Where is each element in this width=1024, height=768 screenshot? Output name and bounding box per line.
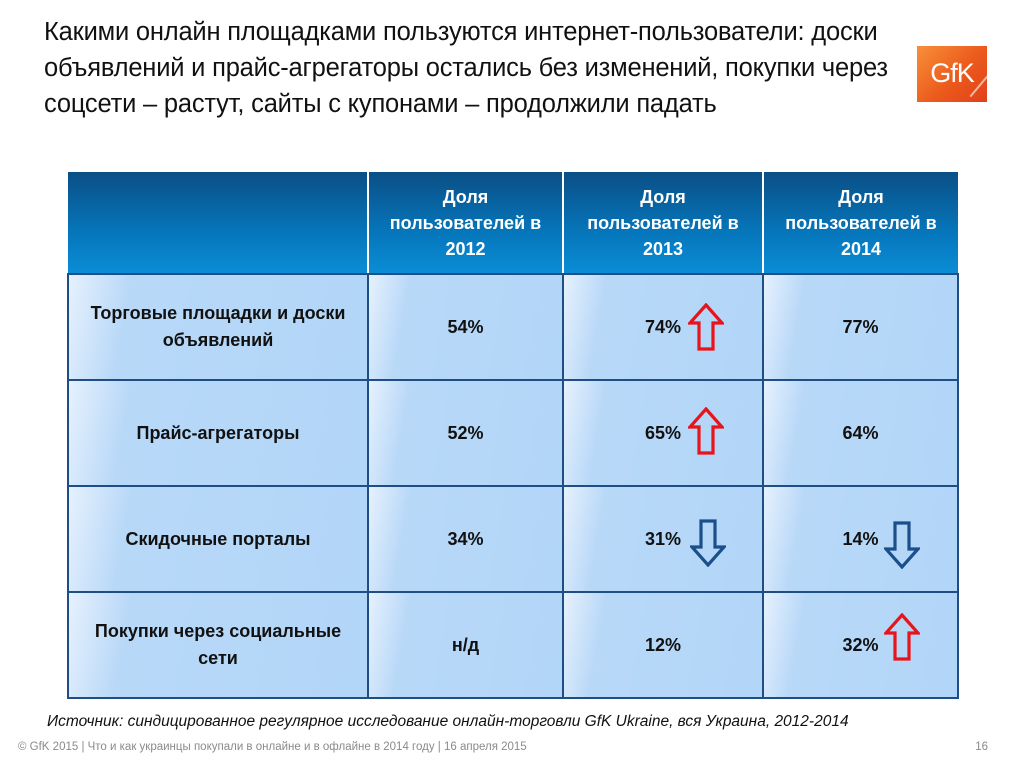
page-number: 16 [975,741,988,753]
row-label-cell: Прайс-агрегаторы [67,379,369,487]
arrow-down-icon [690,519,726,567]
arrow-down-icon [884,521,920,569]
row-label-cell: Торговые площадки и доски объявлений [67,273,369,381]
value-cell: 32% [762,591,959,699]
source-note: Источник: синдицированное регулярное исс… [47,713,849,730]
value-cell: 52% [367,379,564,487]
arrow-up-icon [688,303,724,351]
footer-text: © GfK 2015 | Что и как украинцы покупали… [18,741,527,753]
row-label: Скидочные порталы [125,528,311,549]
row-label-cell: Скидочные порталы [67,485,369,593]
value-2012: н/д [451,634,480,655]
table-row: Покупки через социальные сети н/д 12% 32… [67,591,959,699]
table-header-row: Доля пользователей в 2012 Доля пользоват… [68,172,958,275]
header-cell: Доля пользователей в 2014 [762,172,958,275]
arrow-up-icon [884,613,920,661]
value-cell: 74% [562,273,764,381]
header-cell: Доля пользователей в 2013 [562,172,764,275]
row-label: Покупки через социальные сети [94,621,342,668]
arrow-down-icon [690,519,726,567]
arrow-up-icon [688,407,724,455]
value-cell: 54% [367,273,564,381]
row-label-cell: Покупки через социальные сети [67,591,369,699]
value-2013: 65% [644,422,682,443]
value-cell: 65% [562,379,764,487]
arrow-down-icon [884,521,920,569]
arrow-up-icon [688,303,724,351]
table-row: Торговые площадки и доски объявлений 54%… [67,273,959,381]
value-cell: 12% [562,591,764,699]
value-cell: 64% [762,379,959,487]
data-table: Доля пользователей в 2012 Доля пользоват… [67,172,959,699]
header-cell [68,172,369,275]
value-2014: 32% [842,634,879,655]
value-2014: 64% [842,422,879,443]
value-cell: 14% [762,485,959,593]
row-label: Торговые площадки и доски объявлений [90,303,346,350]
arrow-up-icon [688,407,724,455]
table-row: Прайс-агрегаторы 52% 65% 64% [67,379,959,487]
value-2013: 74% [644,316,682,337]
value-2014: 14% [842,528,879,549]
header-cell: Доля пользователей в 2012 [367,172,564,275]
value-cell: 77% [762,273,959,381]
arrow-up-icon [884,613,920,661]
value-2012: 52% [447,422,484,443]
value-cell: 34% [367,485,564,593]
value-2012: 54% [447,316,484,337]
value-2014: 77% [842,316,879,337]
header-2013: Доля пользователей в 2013 [587,186,739,259]
value-2013: 12% [644,634,682,655]
slide-title: Какими онлайн площадками пользуются инте… [44,18,888,118]
gfk-logo: GfK [917,46,987,102]
table-row: Скидочные порталы 34% 31% 14% [67,485,959,593]
header-2012: Доля пользователей в 2012 [389,186,542,259]
logo-text: GfK [930,58,975,88]
value-2012: 34% [447,528,484,549]
header-2014: Доля пользователей в 2014 [785,186,937,259]
value-2013: 31% [644,528,682,549]
value-cell: н/д [367,591,564,699]
value-cell: 31% [562,485,764,593]
row-label: Прайс-агрегаторы [136,422,300,443]
